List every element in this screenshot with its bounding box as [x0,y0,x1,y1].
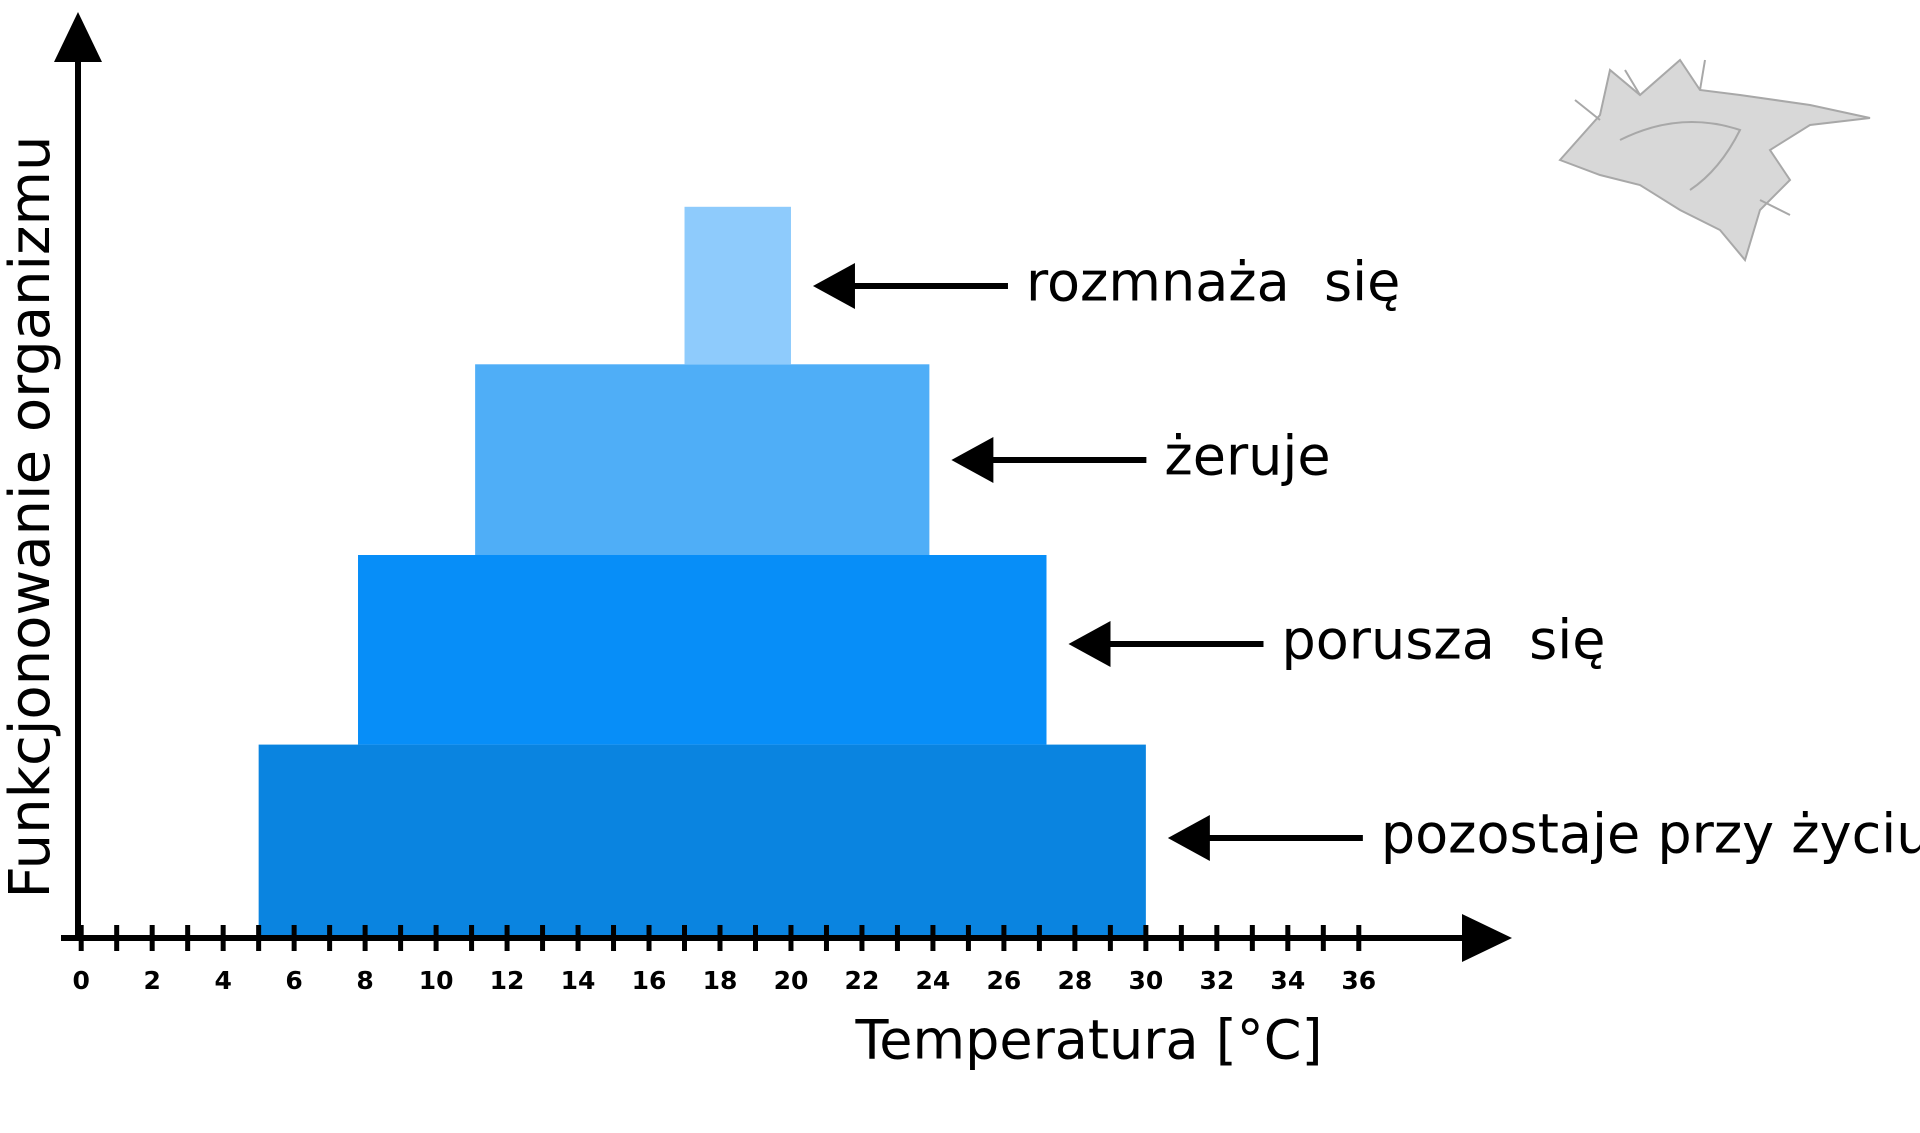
x-tick-label: 10 [419,966,454,995]
axes [54,12,1512,962]
x-tick-label: 34 [1270,966,1305,995]
range-bar [475,364,930,555]
range-bar [358,555,1047,745]
bars [258,206,1146,938]
x-tick-label: 18 [703,966,738,995]
x-tick-label: 6 [285,966,302,995]
x-tick-label: 0 [72,966,89,995]
range-label: rozmnaża się [1026,251,1400,314]
x-tick-label: 32 [1199,966,1234,995]
x-tick-label: 24 [916,966,951,995]
x-tick-label: 36 [1341,966,1376,995]
range-bar [684,206,791,365]
arrow-head [812,263,855,309]
x-tick-label: 12 [490,966,525,995]
x-tick-label: 2 [143,966,160,995]
x-tick-label: 20 [774,966,809,995]
range-label: porusza się [1281,609,1605,672]
x-tick-label: 4 [214,966,231,995]
x-tick-label: 22 [845,966,880,995]
arrow-head [1167,815,1210,861]
x-tick-label: 14 [561,966,596,995]
range-label: pozostaje przy życiu [1381,803,1920,866]
range-bar [258,744,1146,938]
y-axis-title: Funkcjonowanie organizmu [0,136,63,899]
shell-illustration [1558,58,1871,263]
range-label: żeruje [1164,425,1330,488]
arrow-head [951,437,994,483]
x-axis-title: Temperatura [°C] [854,1009,1322,1072]
x-tick-label: 8 [356,966,373,995]
x-tick-label: 16 [632,966,667,995]
y-axis-arrow [54,12,102,62]
x-tick-label: 26 [987,966,1022,995]
x-axis-arrow [1462,914,1512,962]
x-tick-label: 30 [1128,966,1163,995]
x-tick-label: 28 [1057,966,1092,995]
arrow-head [1068,621,1111,667]
